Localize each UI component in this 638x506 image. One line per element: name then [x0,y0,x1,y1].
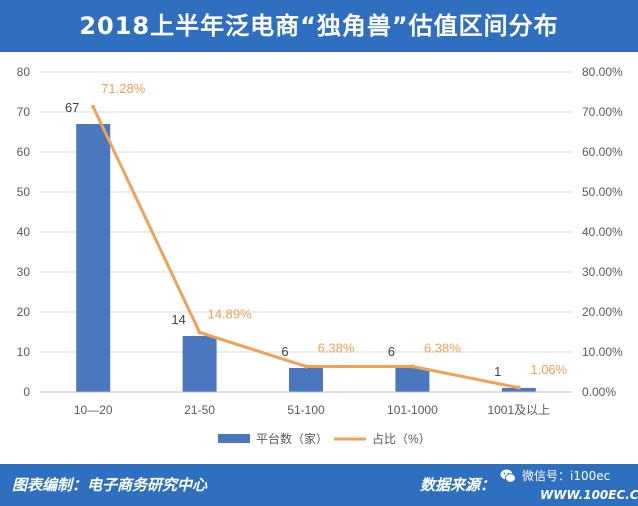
x-tick-label: 21-50 [184,403,215,417]
y-right-tick-label: 50.00% [582,185,623,199]
y-left-tick-label: 30 [17,265,31,279]
wechat-id: 微信号：i100ec [522,469,611,483]
x-tick-label: 101-1000 [387,403,438,417]
bar-value-label: 6 [388,344,395,359]
y-right-tick-label: 60.00% [582,145,623,159]
chart-credit: 图表编制：电子商务研究中心 [12,476,208,494]
site-url: WWW.100EC.CN [540,488,638,502]
legend-bar-label: 平台数（家） [256,431,328,446]
x-tick-label: 10—20 [74,403,113,417]
y-right-tick-label: 40.00% [582,225,623,239]
y-right-tick-label: 80.00% [582,65,623,79]
y-left-tick-label: 70 [17,105,31,119]
bar-value-label: 14 [171,312,185,327]
line-point [410,364,415,369]
bar [395,368,430,392]
line-point [516,385,521,390]
bar-value-label: 67 [65,100,79,115]
line-value-label: 6.38% [424,340,461,355]
y-right-tick-label: 10.00% [582,345,623,359]
bar [182,336,217,392]
line-value-label: 71.28% [101,81,146,96]
line-value-label: 1.06% [530,362,567,377]
y-right-tick-label: 30.00% [582,265,623,279]
bar [289,368,323,392]
footer-bar: 图表编制：电子商务研究中心 数据来源： 微信号：i100ec WWW.100EC… [0,464,638,506]
y-left-tick-label: 0 [23,385,30,399]
chart-title: 2018上半年泛电商“独角兽”估值区间分布 [79,12,559,40]
y-left-tick-label: 20 [17,305,31,319]
line-point [304,364,308,369]
bar-value-label: 6 [281,344,288,359]
wechat-icon [500,469,516,483]
line-value-label: 14.89% [208,306,253,321]
legend-line-label: 占比（%） [372,431,431,446]
line-point [197,330,202,335]
y-left-tick-label: 50 [17,185,31,199]
x-tick-label: 1001及以上 [487,403,550,417]
title-bar: 2018上半年泛电商“独角兽”估值区间分布 [0,0,638,52]
y-right-tick-label: 0.00% [582,385,616,399]
bar-value-label: 1 [494,364,501,379]
y-right-tick-label: 20.00% [582,305,623,319]
x-tick-label: 51-100 [287,403,325,417]
line-point [91,104,96,109]
bar [76,124,111,392]
y-left-tick-label: 10 [17,345,31,359]
bar [501,388,536,392]
data-source-label: 数据来源： [420,476,496,494]
y-left-tick-label: 80 [17,65,31,79]
y-right-tick-label: 70.00% [582,105,623,119]
y-left-tick-label: 40 [17,225,31,239]
y-left-tick-label: 60 [17,145,31,159]
legend-bar-swatch [218,434,250,443]
chart-area: 0 10 20 30 40 50 60 70 80 0.00% 10.00% 20.00% 30.00%… [17,65,623,446]
line-value-label: 6.38% [318,340,355,355]
